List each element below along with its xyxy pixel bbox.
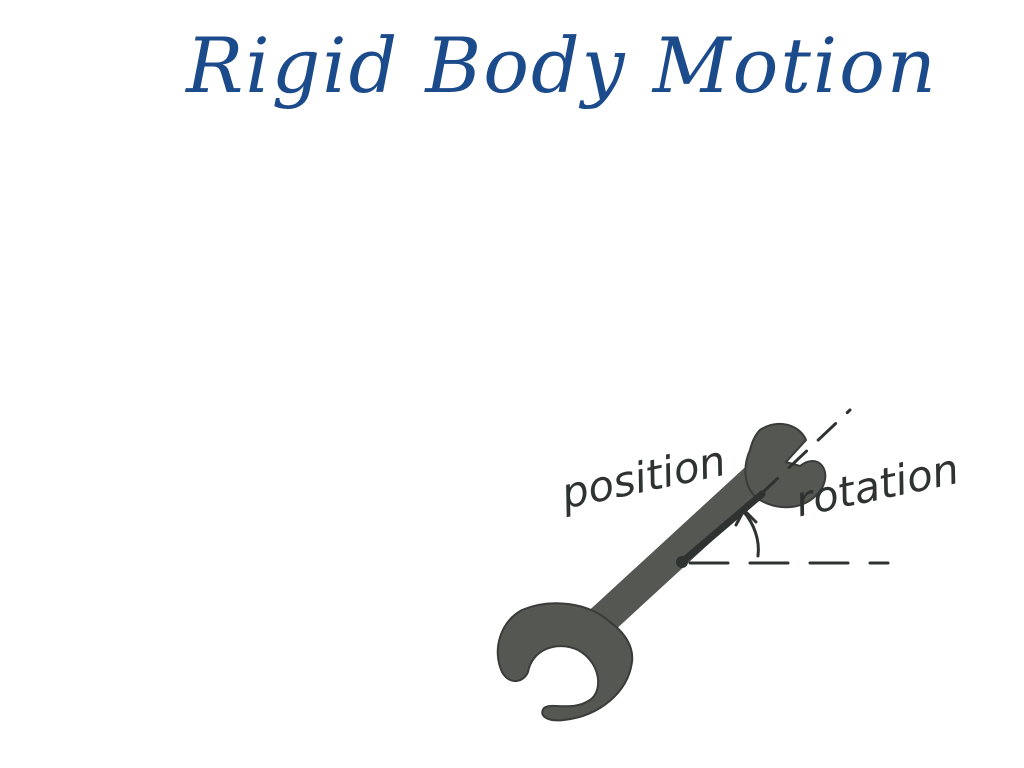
rotation-arrowhead-icon	[734, 508, 758, 527]
page-title: Rigid Body Motion	[186, 20, 938, 110]
wrench-handle	[569, 450, 786, 652]
orientation-axis-dashed	[758, 408, 852, 497]
rotation-arc	[742, 510, 760, 558]
position-vector	[678, 490, 766, 566]
wrench-head-small	[744, 422, 827, 509]
wrench	[496, 422, 827, 722]
center-point	[676, 556, 688, 568]
wrench-head-large	[496, 602, 634, 722]
